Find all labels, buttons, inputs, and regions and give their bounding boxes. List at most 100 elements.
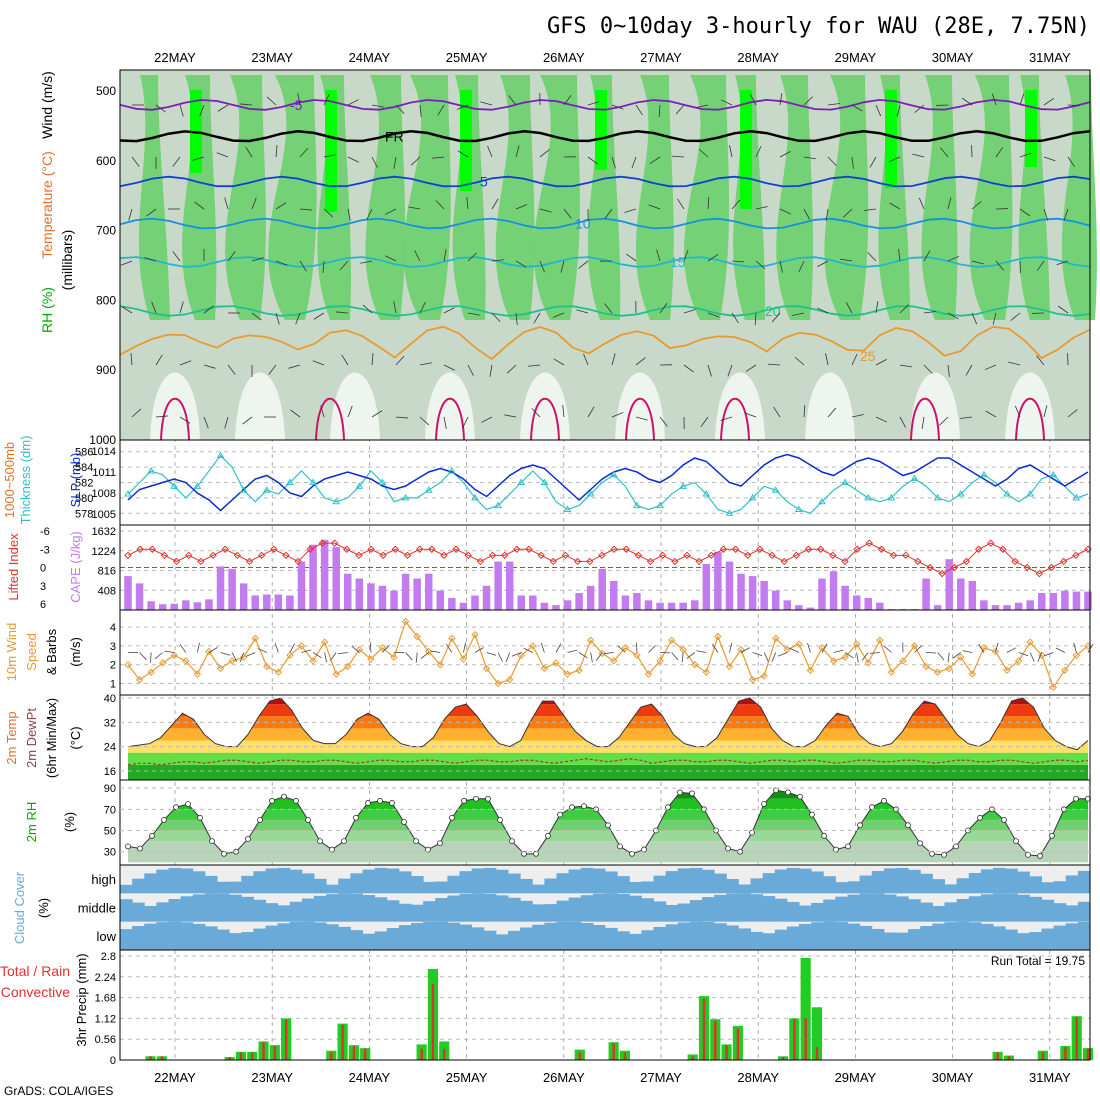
cloud-bar: [689, 867, 703, 894]
date-label-bottom: 23MAY: [251, 1070, 293, 1085]
cloud-bar: [1065, 923, 1079, 950]
wind-barb: [843, 208, 853, 218]
wind-barb: [217, 104, 229, 112]
lifted-index-point: [610, 545, 618, 553]
label-wind-speed: Speed: [24, 633, 39, 671]
rh-tick-label: 70: [104, 804, 116, 816]
run-total: Run Total = 19.75: [991, 954, 1086, 968]
wind-barb: [408, 206, 421, 210]
wind-speed-point: [852, 640, 861, 648]
cloud-bar: [774, 898, 788, 922]
pressure-tick-label: 900: [96, 363, 116, 377]
wind-speed-point: [598, 649, 606, 658]
wind-barb: [515, 260, 527, 268]
wind-barb: [992, 312, 997, 325]
wind-barb: [1056, 260, 1069, 266]
lifted-index-point: [367, 545, 375, 553]
rh-point: [689, 790, 695, 797]
thickness-point: [887, 493, 896, 501]
date-label-top: 28MAY: [737, 50, 779, 65]
lifted-index-point: [829, 551, 837, 560]
cloud-bar: [750, 894, 764, 922]
wind-barb: [323, 154, 336, 158]
wind-barb: [576, 309, 589, 314]
rh-moist-region: [495, 75, 535, 320]
wind-barb-10m: [430, 650, 441, 653]
wind-barb: [528, 364, 541, 367]
wind-barb: [707, 254, 719, 262]
lifted-index-point: [634, 551, 643, 560]
cape-bar: [1037, 593, 1046, 610]
wind-barb: [899, 364, 912, 368]
wind-barb: [755, 206, 768, 210]
cloud-level-label: low: [96, 929, 116, 944]
wind-barb-10m: [740, 647, 750, 653]
cloud-bar: [993, 867, 1006, 894]
cloud-bar: [326, 894, 339, 922]
wind-barb-10m: [245, 652, 256, 657]
rh-point: [437, 840, 443, 847]
cloud-bar: [568, 921, 582, 950]
lifted-index-point: [622, 545, 630, 553]
cape-bar: [667, 602, 676, 610]
wind-barb-10m: [312, 652, 322, 659]
cloud-bar: [568, 869, 582, 894]
lifted-index-point: [525, 545, 533, 553]
cloud-bar: [520, 900, 533, 922]
wind-tick-label: 3: [110, 641, 116, 653]
isotherm-30-contour: [720, 397, 750, 441]
cloud-bar: [641, 930, 654, 950]
wind-barb-10m: [220, 652, 231, 656]
wind-barb: [947, 197, 952, 210]
wind-barb: [707, 197, 710, 210]
wind-barb: [506, 364, 517, 374]
wind-barb-10m: [567, 649, 578, 653]
cloud-bar: [253, 871, 266, 894]
lifted-index-point: [355, 551, 363, 560]
wind-barb: [466, 197, 469, 210]
cloud-bar: [883, 894, 897, 922]
wind-barb: [971, 312, 978, 325]
wind-barb-10m: [752, 652, 763, 656]
cloud-bar: [689, 900, 703, 922]
precip-rain-bar: [273, 1045, 277, 1060]
cloud-bar: [1005, 868, 1018, 894]
wind-barb: [923, 364, 933, 374]
cloud-bar: [350, 873, 363, 894]
cloud-bar: [932, 923, 945, 950]
wind-barb-10m: [914, 645, 922, 653]
cloud-bar: [1041, 928, 1055, 950]
wind-barb: [731, 199, 741, 210]
wind-barb: [888, 156, 901, 163]
rh-point: [281, 793, 287, 800]
lifted-index-point: [330, 539, 339, 547]
wind-speed-point: [320, 638, 329, 646]
wind-barb: [366, 208, 373, 220]
cloud-bar: [459, 924, 473, 950]
wind-barb: [299, 147, 309, 158]
wind-barb: [339, 260, 349, 271]
lifted-index-point: [756, 545, 764, 553]
wind-speed-point: [193, 670, 202, 678]
thickness-point: [401, 493, 410, 501]
precip-rain-bar: [443, 1048, 446, 1060]
wind-barb: [914, 104, 925, 113]
cloud-bar: [677, 903, 691, 922]
cloud-bar: [738, 928, 751, 950]
rh-point: [305, 817, 311, 823]
wind-barb: [347, 208, 351, 221]
cloud-bar: [156, 922, 169, 950]
cloud-bar: [835, 896, 848, 922]
cape-bar: [239, 583, 248, 610]
cloud-bar: [811, 871, 824, 894]
cape-bar: [829, 571, 838, 610]
rh-point: [557, 811, 563, 818]
label-thickness: Thickness (dm): [18, 436, 33, 525]
wind-barb: [991, 93, 997, 106]
label-cloud-cover: Cloud Cover: [12, 871, 27, 944]
cloud-bar: [483, 893, 497, 922]
rh-point: [941, 851, 947, 858]
rh-point: [185, 801, 191, 807]
wind-speed-point: [725, 662, 734, 671]
precip-rain-bar: [352, 1045, 356, 1060]
